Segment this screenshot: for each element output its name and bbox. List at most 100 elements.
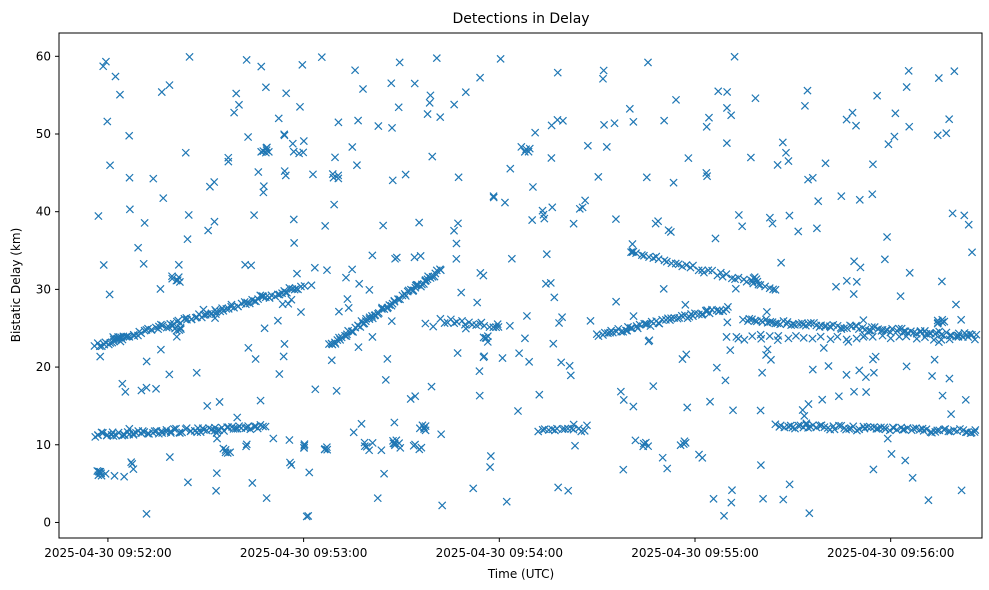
data-point — [628, 248, 637, 257]
data-point — [541, 279, 550, 288]
data-point — [96, 352, 105, 361]
data-point — [125, 424, 134, 433]
data-point — [759, 494, 768, 503]
data-point — [694, 266, 703, 275]
data-point — [320, 444, 330, 453]
data-point — [538, 206, 547, 215]
data-point — [244, 133, 253, 142]
data-point — [224, 153, 233, 162]
data-point — [134, 243, 143, 252]
data-point — [850, 257, 859, 266]
data-point — [610, 119, 619, 128]
data-point — [784, 334, 793, 343]
data-point — [812, 224, 821, 233]
data-point — [410, 79, 419, 88]
data-point — [655, 319, 664, 328]
data-point — [704, 113, 713, 122]
data-point — [785, 480, 794, 489]
data-point — [564, 486, 573, 495]
data-point — [125, 173, 134, 182]
data-point — [814, 197, 823, 206]
data-point — [373, 494, 382, 503]
data-point — [285, 283, 294, 292]
data-point — [98, 428, 107, 437]
data-point — [945, 374, 954, 383]
data-point — [884, 140, 893, 149]
data-point — [357, 419, 366, 428]
data-point — [727, 274, 736, 283]
data-point — [799, 333, 808, 342]
data-point — [254, 295, 263, 304]
data-point — [972, 330, 981, 339]
data-point — [701, 306, 710, 315]
data-point — [289, 147, 298, 156]
data-point — [230, 108, 239, 117]
data-point — [768, 219, 777, 228]
data-point — [181, 148, 190, 157]
data-point — [945, 115, 954, 124]
data-point — [280, 131, 289, 140]
data-point — [726, 346, 735, 355]
data-point — [876, 423, 885, 432]
data-point — [660, 256, 669, 265]
data-point — [547, 121, 556, 130]
data-point — [233, 413, 242, 422]
data-point — [731, 284, 740, 293]
data-point — [156, 284, 165, 293]
data-point — [611, 215, 620, 224]
data-point — [106, 161, 115, 170]
data-point — [848, 108, 857, 117]
data-point — [769, 285, 778, 294]
data-point — [901, 456, 910, 465]
data-point — [365, 285, 374, 294]
data-point — [379, 221, 388, 230]
data-point — [791, 331, 800, 340]
data-point — [781, 148, 791, 157]
data-point — [862, 388, 871, 397]
data-point — [300, 281, 309, 291]
data-point — [251, 354, 260, 364]
data-point — [221, 448, 230, 457]
data-point — [489, 193, 498, 202]
data-point — [273, 316, 282, 325]
data-point — [304, 511, 313, 520]
data-point — [804, 175, 813, 184]
data-point — [784, 157, 793, 166]
data-point — [94, 211, 103, 221]
data-point — [629, 402, 638, 411]
data-point — [129, 429, 138, 438]
data-point — [706, 397, 715, 406]
data-point — [156, 345, 165, 354]
data-point — [140, 218, 149, 227]
data-point — [330, 200, 339, 209]
data-point — [507, 254, 516, 263]
data-point — [454, 173, 463, 182]
data-point — [859, 332, 868, 341]
data-point — [771, 420, 780, 429]
data-point — [184, 210, 193, 219]
data-point — [881, 326, 890, 335]
data-point — [262, 494, 271, 503]
data-point — [855, 366, 864, 375]
data-point — [535, 390, 544, 399]
data-point — [259, 182, 268, 191]
data-point — [951, 300, 960, 309]
data-point — [762, 307, 771, 316]
data-point — [688, 261, 698, 270]
data-point — [566, 371, 575, 380]
data-point — [210, 217, 219, 226]
data-point — [714, 87, 723, 96]
data-point — [756, 461, 765, 470]
data-point — [380, 469, 389, 478]
data-point — [852, 334, 861, 343]
data-point — [311, 385, 320, 394]
data-point — [528, 216, 537, 225]
data-point — [157, 88, 166, 97]
data-point — [565, 361, 574, 370]
data-point — [368, 332, 377, 341]
y-tick-label: 20 — [36, 360, 51, 374]
data-point — [594, 332, 603, 341]
data-point — [606, 328, 615, 337]
data-point — [722, 103, 731, 112]
data-point — [662, 257, 671, 266]
